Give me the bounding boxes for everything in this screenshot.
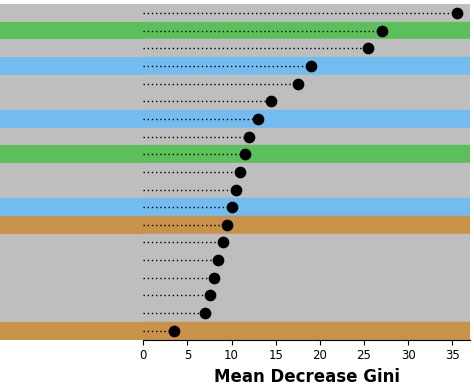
Point bbox=[246, 133, 253, 140]
Bar bbox=[143, 92, 470, 110]
Point bbox=[228, 204, 236, 210]
Point bbox=[201, 310, 209, 316]
Point bbox=[453, 10, 460, 16]
Bar bbox=[143, 75, 470, 92]
Bar bbox=[143, 234, 470, 251]
Point bbox=[307, 63, 315, 69]
Point bbox=[206, 292, 213, 299]
Point bbox=[237, 169, 244, 175]
Point bbox=[378, 28, 385, 34]
Bar bbox=[143, 199, 470, 216]
Bar bbox=[143, 163, 470, 181]
Bar bbox=[143, 216, 470, 234]
Bar bbox=[143, 4, 470, 22]
Point bbox=[365, 45, 372, 51]
X-axis label: Mean Decrease Gini: Mean Decrease Gini bbox=[214, 368, 400, 386]
Bar bbox=[143, 145, 470, 163]
Bar bbox=[143, 57, 470, 75]
Point bbox=[267, 98, 275, 105]
Bar bbox=[143, 128, 470, 145]
Point bbox=[215, 257, 222, 263]
Point bbox=[223, 222, 231, 228]
Point bbox=[254, 116, 262, 122]
Point bbox=[232, 186, 240, 193]
Bar bbox=[143, 322, 470, 340]
Point bbox=[219, 239, 227, 246]
Bar bbox=[143, 269, 470, 287]
Bar bbox=[143, 287, 470, 304]
Bar bbox=[143, 39, 470, 57]
Point bbox=[210, 275, 218, 281]
Bar bbox=[143, 304, 470, 322]
Point bbox=[294, 80, 301, 87]
Point bbox=[241, 151, 248, 157]
Bar bbox=[143, 181, 470, 199]
Point bbox=[171, 328, 178, 334]
Bar bbox=[143, 110, 470, 128]
Bar bbox=[143, 251, 470, 269]
Bar bbox=[143, 22, 470, 39]
